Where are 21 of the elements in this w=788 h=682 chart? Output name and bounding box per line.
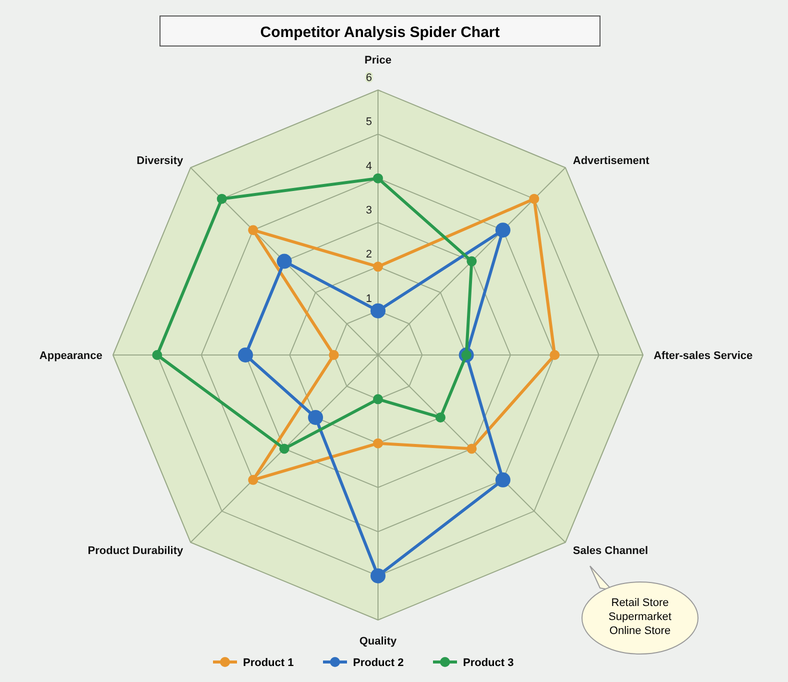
- y-tick-label: 4: [366, 160, 372, 172]
- spoke-label: Sales Channel: [572, 544, 648, 557]
- y-tick-label: 5: [366, 116, 372, 128]
- spoke-label: Appearance: [39, 350, 102, 362]
- y-tick-label: 3: [366, 204, 372, 216]
- spoke-label: Price: [364, 54, 392, 66]
- y-tick-label: 2: [366, 248, 372, 261]
- legend-label: Product 2: [353, 657, 404, 669]
- legend-label: Product 1: [243, 657, 294, 669]
- text: Online Store: [609, 625, 671, 637]
- spoke-label: Diversity: [136, 155, 184, 168]
- spoke-label: Product Durability: [88, 544, 184, 557]
- spoke-label: Advertisement: [572, 155, 650, 168]
- spoke-label: After-sales Service: [654, 350, 753, 362]
- y-tick-label: 1: [366, 292, 372, 305]
- y-tick-label: 6: [366, 72, 372, 84]
- chart-title: Competitor Analysis Spider Chart: [260, 24, 500, 41]
- text: Supermarket: [608, 611, 672, 623]
- text: Retail Store: [611, 597, 669, 609]
- legend-label: Product 3: [463, 657, 514, 669]
- spoke-label: Quality: [359, 636, 398, 648]
